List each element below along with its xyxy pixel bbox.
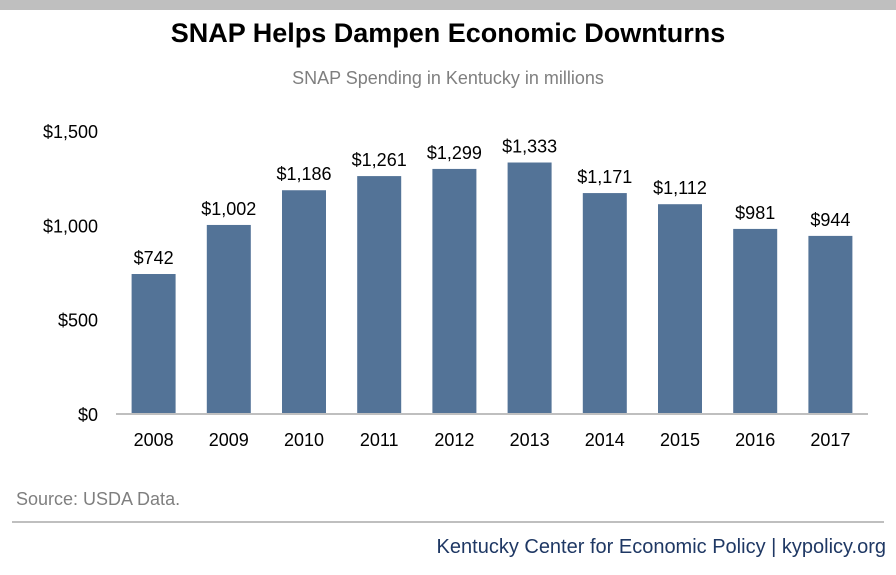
y-tick-label: $1,500 [43,122,98,142]
x-tick-label: 2010 [284,430,324,450]
bar [733,228,778,414]
x-tick-label: 2011 [360,430,399,450]
data-label: $1,112 [653,178,707,198]
data-label: $1,333 [502,137,557,157]
data-label: $1,261 [352,150,407,170]
bar [432,168,477,414]
x-tick-label: 2014 [585,430,625,450]
data-label: $981 [735,203,775,223]
data-label: $1,186 [276,164,331,184]
chart-subtitle: SNAP Spending in Kentucky in millions [292,68,604,88]
bar [507,162,552,414]
x-tick-label: 2017 [810,430,850,450]
data-label: $944 [810,210,850,230]
bar [658,204,702,414]
bar [131,274,176,414]
y-tick-label: $1,000 [43,216,98,236]
y-tick-label: $500 [58,311,98,331]
x-tick-label: 2012 [434,430,474,450]
data-label: $742 [134,248,174,268]
top-accent-bar [0,0,896,10]
footer-credit: Kentucky Center for Economic Policy | ky… [436,536,886,558]
bar [357,176,402,414]
x-tick-label: 2015 [660,430,700,450]
x-tick-label: 2013 [510,430,550,450]
bar [582,193,627,414]
x-tick-label: 2009 [209,430,249,450]
chart-title: SNAP Helps Dampen Economic Downturns [170,18,726,48]
data-label: $1,171 [577,167,632,187]
bar [808,235,853,414]
data-label: $1,299 [427,143,482,163]
data-label: $1,002 [201,199,256,219]
source-note: Source: USDA Data. [16,489,181,509]
bar [282,190,326,414]
y-tick-label: $0 [78,405,98,425]
bar [206,224,251,414]
bar-chart: $0 $500 $1,000 $1,500 $742 2008 $1,002 2009 $1,1… [43,122,868,450]
x-tick-label: 2008 [134,430,174,450]
footer-divider [12,521,884,523]
x-tick-label: 2016 [735,430,775,450]
